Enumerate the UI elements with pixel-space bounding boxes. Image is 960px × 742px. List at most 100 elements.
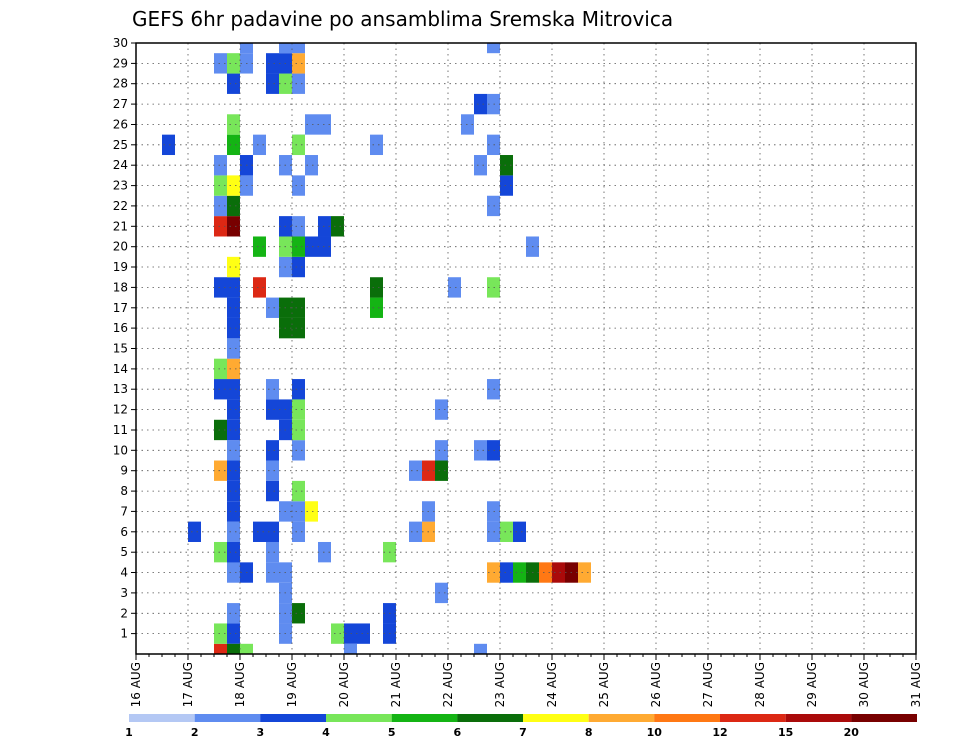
y-tick-label: 4 (120, 566, 128, 580)
x-tick-label: 26 AUG (649, 662, 663, 707)
heatmap-cell (331, 216, 344, 237)
x-tick-label: 23 AUG (493, 662, 507, 707)
x-tick-label: 20 AUG (337, 662, 351, 707)
x-tick-label: 31 AUG (909, 662, 923, 707)
heatmap-cell (214, 53, 227, 74)
y-tick-label: 19 (113, 260, 128, 274)
heatmap-cell (266, 562, 279, 583)
heatmap-cell (474, 440, 487, 461)
y-tick-label: 13 (113, 382, 128, 396)
heatmap-cell (162, 134, 175, 156)
heatmap-cell (292, 53, 305, 74)
heatmap-cell (214, 541, 227, 563)
x-tick-label: 25 AUG (597, 662, 611, 707)
heatmap-cell (227, 501, 240, 522)
legend-label: 8 (585, 726, 593, 739)
heatmap-cell (292, 480, 305, 502)
heatmap-cell (370, 134, 383, 156)
heatmap-cell (292, 521, 305, 542)
heatmap-cell (305, 114, 318, 135)
heatmap-cell (435, 440, 448, 461)
x-tick-label: 28 AUG (753, 662, 767, 707)
heatmap-cell (292, 399, 305, 420)
y-tick-label: 26 (113, 118, 128, 132)
heatmap-cell (227, 297, 240, 318)
legend-label: 7 (519, 726, 527, 739)
y-tick-label: 9 (120, 464, 128, 478)
heatmap-cell (227, 256, 240, 278)
x-axis-ticks: 16 AUG 17 AUG 18 AUG 19 AUG 20 AUG 21 AUG 22 A… (129, 654, 923, 707)
legend-label: 20 (844, 726, 860, 739)
heatmap-cell (266, 399, 279, 420)
legend-swatch (588, 714, 655, 722)
heatmap-cell (227, 216, 240, 237)
heatmap-cell (292, 317, 305, 339)
heatmap-cell (214, 216, 227, 237)
legend-label: 3 (256, 726, 264, 739)
y-tick-label: 17 (113, 301, 128, 315)
x-tick-label: 17 AUG (181, 662, 195, 707)
heatmap-cell (500, 562, 513, 583)
heatmap-cell (435, 399, 448, 420)
legend-swatch (654, 714, 720, 722)
heatmap-cell (214, 643, 227, 654)
y-tick-label: 2 (120, 606, 128, 620)
heatmap-cell (240, 43, 253, 54)
legend-swatch (457, 714, 523, 722)
heatmap-cell (474, 93, 487, 115)
heatmap-cell (227, 562, 240, 583)
heatmap-cell (214, 175, 227, 196)
legend-swatch (326, 714, 392, 722)
heatmap-cell (214, 277, 227, 298)
heatmap-cell (253, 134, 266, 156)
y-tick-label: 1 (120, 627, 128, 641)
heatmap-cell (227, 317, 240, 339)
heatmap-cell (292, 501, 305, 522)
heatmap-cell (227, 73, 240, 94)
heatmap-cell (188, 521, 201, 542)
x-tick-label: 16 AUG (129, 662, 143, 707)
legend-swatch (523, 714, 589, 722)
heatmap-cell (331, 623, 344, 644)
grid-lines (136, 43, 916, 654)
heatmap-cell (409, 460, 422, 481)
heatmap-cell (214, 155, 227, 176)
heatmap-cell (370, 297, 383, 318)
heatmap-cell (448, 277, 461, 298)
heatmap-cell (435, 582, 448, 604)
y-tick-label: 14 (113, 362, 128, 376)
y-tick-label: 30 (113, 36, 128, 50)
legend-label: 2 (191, 726, 199, 739)
legend-label: 10 (647, 726, 663, 739)
y-tick-label: 22 (113, 199, 128, 213)
heatmap-cell (227, 358, 240, 380)
heatmap-cell (500, 521, 513, 542)
x-tick-label: 27 AUG (701, 662, 715, 707)
heatmap-cell (279, 43, 292, 54)
heatmap-cell (474, 643, 487, 654)
y-tick-label: 23 (113, 179, 128, 193)
heatmap-cell (292, 134, 305, 156)
y-tick-label: 11 (113, 423, 128, 437)
heatmap-cell (240, 643, 253, 654)
heatmap-cell (487, 43, 500, 54)
heatmap-cell (266, 297, 279, 318)
heatmap-cell (266, 480, 279, 502)
heatmap-cell (539, 562, 552, 583)
y-tick-label: 29 (113, 56, 128, 70)
heatmap-cell (552, 562, 565, 583)
x-tick-label: 22 AUG (441, 662, 455, 707)
y-tick-label: 24 (113, 158, 128, 172)
legend-swatch (720, 714, 786, 722)
legend-swatch (260, 714, 326, 722)
legend-swatch (391, 714, 458, 722)
y-axis-ticks: 1234567891011121314151617181920212223242… (113, 36, 136, 641)
legend-label: 5 (388, 726, 396, 739)
heatmap-cell (513, 562, 526, 583)
heatmap-cell (305, 155, 318, 176)
y-tick-label: 25 (113, 138, 128, 152)
heatmap-cell (253, 277, 266, 298)
heatmap-cell (292, 73, 305, 94)
x-tick-label: 29 AUG (805, 662, 819, 707)
